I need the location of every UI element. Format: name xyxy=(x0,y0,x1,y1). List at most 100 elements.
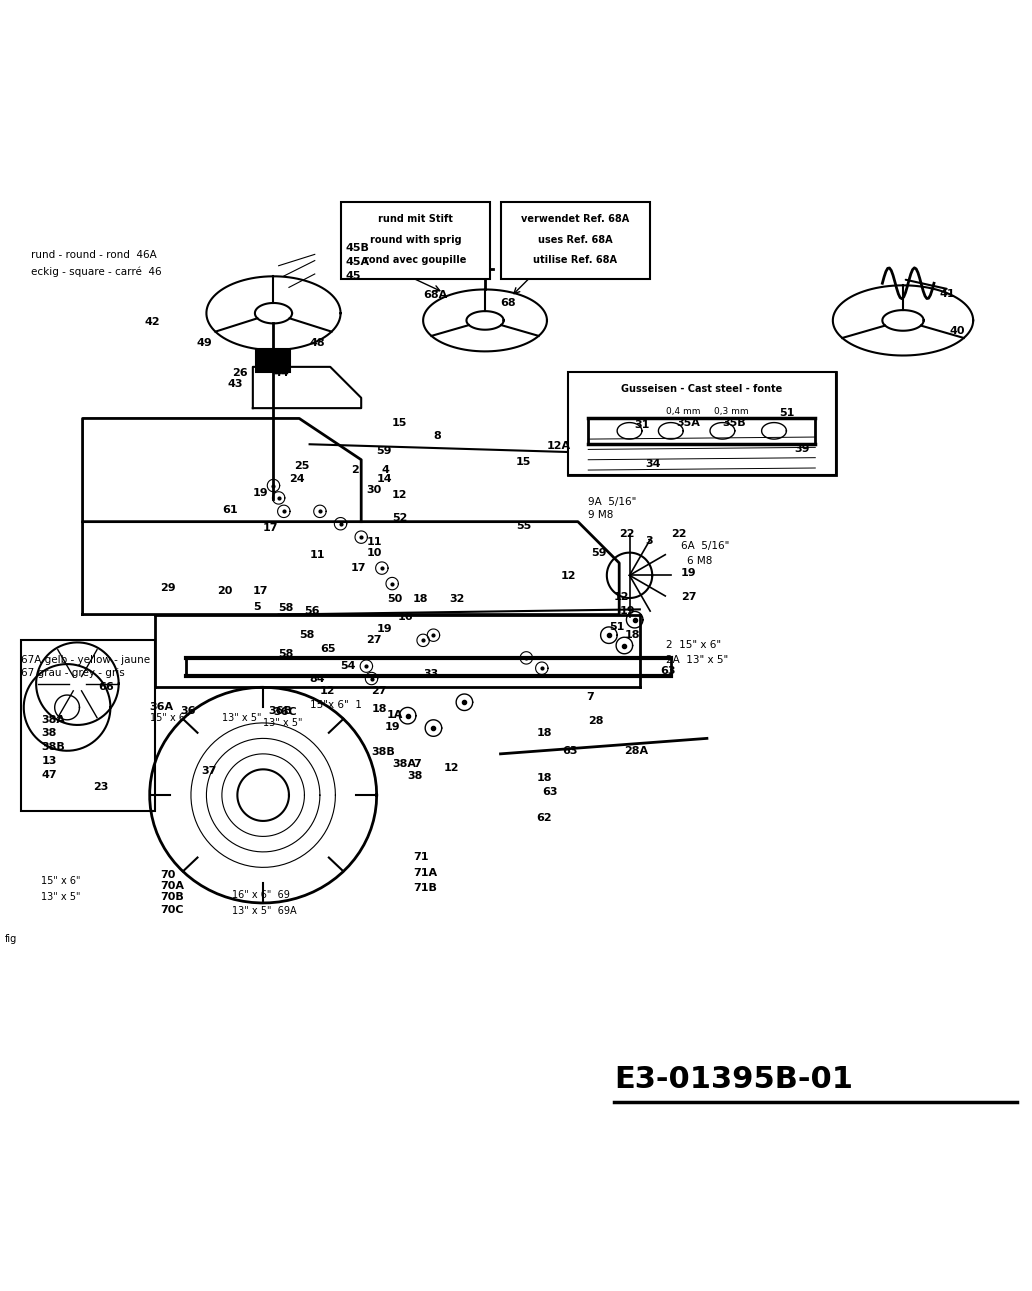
Bar xyxy=(341,201,490,279)
Text: 34: 34 xyxy=(645,458,660,469)
Text: 51: 51 xyxy=(609,622,624,631)
Bar xyxy=(568,372,836,475)
Text: 27: 27 xyxy=(366,635,382,646)
Text: 62: 62 xyxy=(537,813,552,822)
Text: 6A  5/16": 6A 5/16" xyxy=(681,541,730,551)
Bar xyxy=(21,640,155,811)
Text: 13: 13 xyxy=(41,757,57,766)
Text: 47: 47 xyxy=(41,769,57,780)
Text: 3: 3 xyxy=(645,536,652,546)
Text: 49: 49 xyxy=(196,338,212,349)
Text: 58: 58 xyxy=(279,603,294,613)
Text: 55: 55 xyxy=(516,520,531,531)
Text: 19: 19 xyxy=(385,722,400,732)
Text: rund - round - rond  46A: rund - round - rond 46A xyxy=(31,250,157,261)
Text: 36C: 36C xyxy=(273,706,297,717)
Text: 32: 32 xyxy=(449,594,464,604)
Text: 9A  5/16": 9A 5/16" xyxy=(588,497,637,507)
Text: 28: 28 xyxy=(588,715,604,726)
Text: 25: 25 xyxy=(294,461,310,471)
Text: 35A: 35A xyxy=(676,417,700,427)
Text: 12: 12 xyxy=(392,489,408,500)
Text: 59: 59 xyxy=(377,447,392,457)
Text: 71A: 71A xyxy=(413,868,437,878)
Text: 18: 18 xyxy=(372,705,387,714)
Text: 16" x 6"  69: 16" x 6" 69 xyxy=(232,891,290,900)
Text: 54: 54 xyxy=(341,661,356,671)
Text: 50: 50 xyxy=(387,594,402,604)
Text: 70: 70 xyxy=(160,870,175,879)
Text: 18: 18 xyxy=(537,728,552,738)
Text: 70A: 70A xyxy=(160,880,184,891)
Text: uses Ref. 68A: uses Ref. 68A xyxy=(538,235,613,245)
Text: 20: 20 xyxy=(217,586,232,596)
Text: 14: 14 xyxy=(377,474,392,484)
Text: 13" x 5": 13" x 5" xyxy=(41,892,80,902)
Text: 18: 18 xyxy=(624,630,640,640)
Text: 15" x 6": 15" x 6" xyxy=(41,875,80,886)
Bar xyxy=(256,350,290,372)
Text: 0,3 mm: 0,3 mm xyxy=(714,407,749,416)
Text: 12: 12 xyxy=(560,572,576,581)
Text: 13" x 5": 13" x 5" xyxy=(263,718,302,728)
Text: 39: 39 xyxy=(795,444,810,454)
Text: 24: 24 xyxy=(289,474,304,484)
Text: 40: 40 xyxy=(949,325,965,336)
Text: 65: 65 xyxy=(320,644,335,653)
Text: 10: 10 xyxy=(366,547,382,558)
Text: round with sprig: round with sprig xyxy=(369,235,461,245)
Text: eckig - square - carré  46: eckig - square - carré 46 xyxy=(31,267,162,278)
Text: 16: 16 xyxy=(397,612,413,621)
Text: 19: 19 xyxy=(681,568,697,578)
Text: 67 grau - grey - gris: 67 grau - grey - gris xyxy=(21,669,125,678)
Text: 56: 56 xyxy=(304,607,320,616)
Text: 15: 15 xyxy=(392,417,408,427)
Text: 28A: 28A xyxy=(624,746,648,755)
Text: 33: 33 xyxy=(423,670,439,679)
Text: fig: fig xyxy=(5,933,18,944)
Text: 19: 19 xyxy=(253,488,268,498)
Text: 70C: 70C xyxy=(160,905,184,915)
Text: 26: 26 xyxy=(232,368,248,378)
Text: 18: 18 xyxy=(413,594,428,604)
Text: 12: 12 xyxy=(320,686,335,696)
Text: 13" x 5"  69A: 13" x 5" 69A xyxy=(232,906,297,915)
Text: 71: 71 xyxy=(413,852,428,862)
Text: 2: 2 xyxy=(351,465,359,475)
Text: 45A: 45A xyxy=(346,257,369,267)
Text: 68A: 68A xyxy=(423,289,447,300)
Text: utilise Ref. 68A: utilise Ref. 68A xyxy=(534,256,617,266)
Text: 5: 5 xyxy=(253,603,260,612)
Text: E3-01395B-01: E3-01395B-01 xyxy=(614,1065,853,1095)
Text: 7: 7 xyxy=(586,692,594,702)
Text: 38A: 38A xyxy=(41,715,65,724)
Text: 63: 63 xyxy=(542,788,557,797)
Text: 35B: 35B xyxy=(722,417,746,427)
Text: 11: 11 xyxy=(310,550,325,560)
Text: 15" x 6": 15" x 6" xyxy=(150,713,189,723)
Text: rund mit Stift: rund mit Stift xyxy=(378,214,453,225)
Text: 13" x 5": 13" x 5" xyxy=(222,713,261,723)
Text: 38B: 38B xyxy=(41,741,65,751)
Bar xyxy=(501,201,650,279)
Text: 68: 68 xyxy=(501,298,516,307)
Text: 51: 51 xyxy=(779,408,795,418)
Text: 12: 12 xyxy=(614,593,630,602)
Text: 1A: 1A xyxy=(387,710,404,719)
Text: 84: 84 xyxy=(310,674,325,683)
Text: 12: 12 xyxy=(444,763,459,773)
Text: 15: 15 xyxy=(516,457,531,467)
Text: 17: 17 xyxy=(263,523,279,533)
Text: Gusseisen - Cast steel - fonte: Gusseisen - Cast steel - fonte xyxy=(621,385,782,395)
Text: 45B: 45B xyxy=(346,243,369,253)
Text: 30: 30 xyxy=(366,484,382,494)
Text: 6 M8: 6 M8 xyxy=(687,556,713,565)
Text: 19: 19 xyxy=(619,607,635,616)
Text: 22: 22 xyxy=(619,529,635,540)
Text: 17: 17 xyxy=(253,586,268,596)
Text: 63: 63 xyxy=(660,666,676,676)
Text: 0,4 mm: 0,4 mm xyxy=(666,407,700,416)
Text: 38: 38 xyxy=(41,728,57,738)
Text: 31: 31 xyxy=(635,420,650,430)
Text: 59: 59 xyxy=(591,547,607,558)
